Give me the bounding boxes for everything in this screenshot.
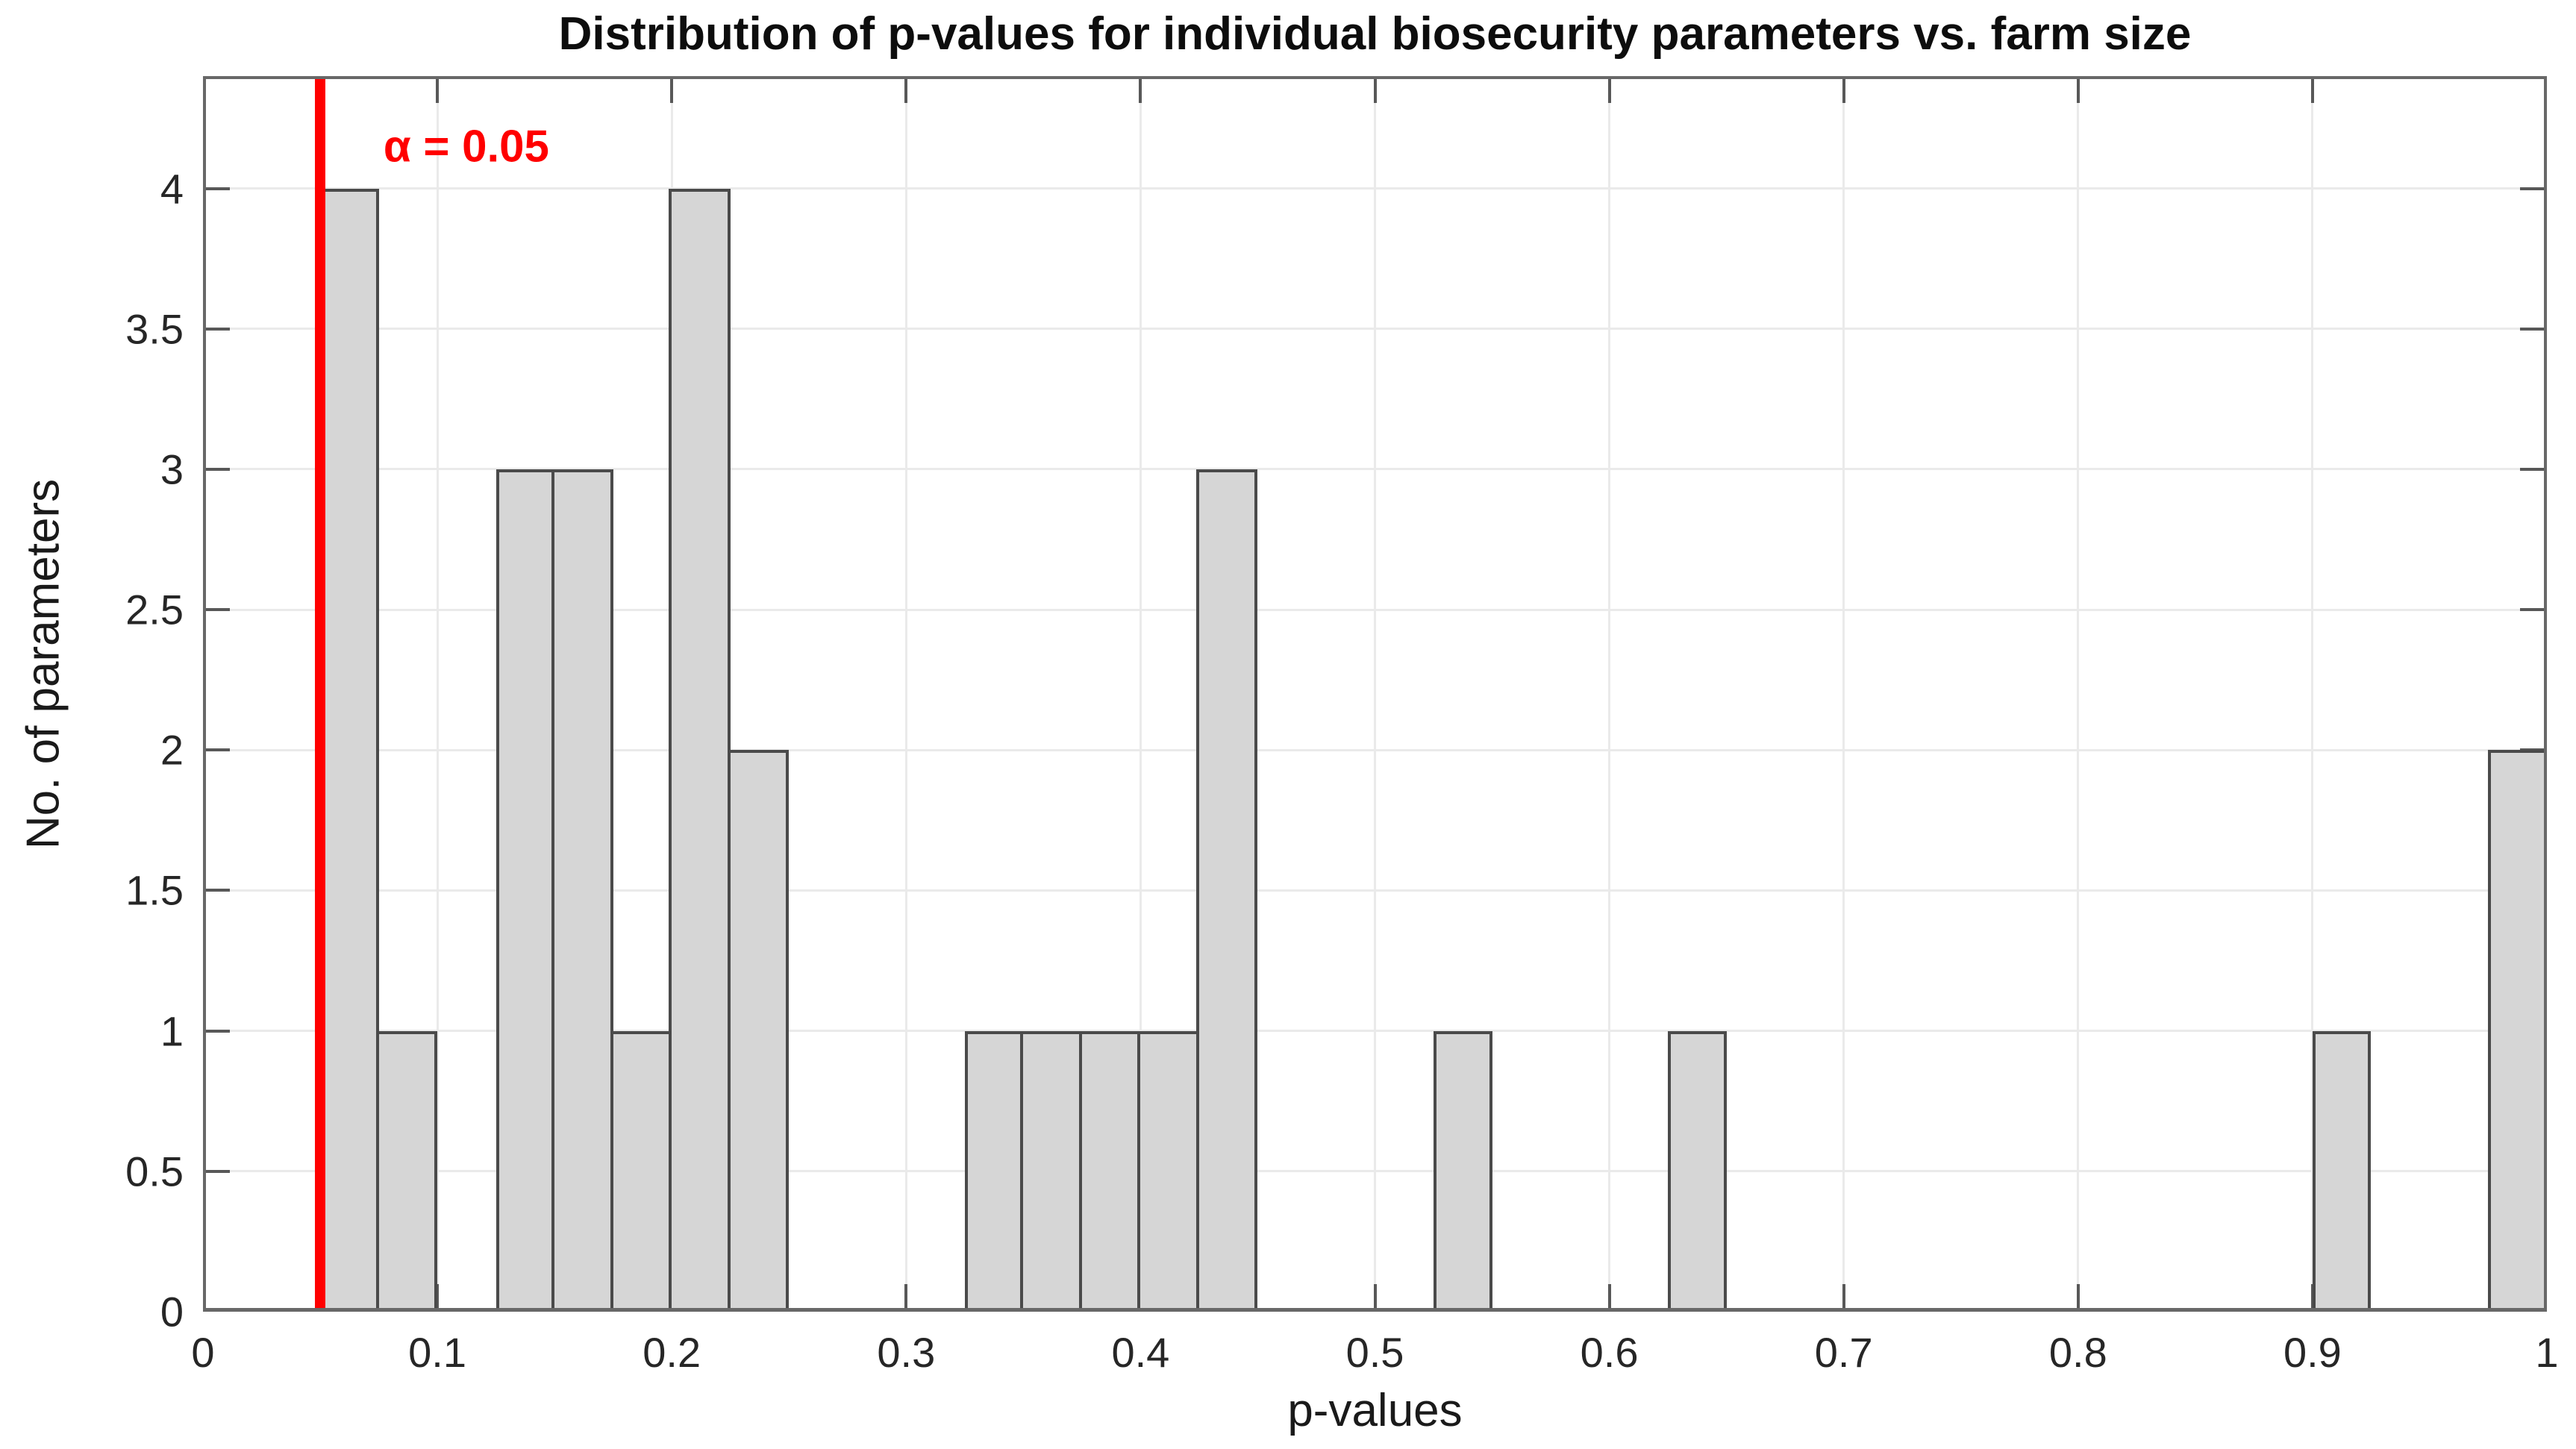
y-axis-tick xyxy=(206,327,230,331)
gridline-horizontal xyxy=(203,748,2547,751)
y-axis-tick xyxy=(206,187,230,190)
alpha-threshold-line xyxy=(315,76,326,1312)
gridline-vertical xyxy=(1842,76,1845,1312)
gridline-vertical xyxy=(2077,76,2080,1312)
x-tick-label: 0.8 xyxy=(2048,1329,2107,1376)
x-tick-label: 0 xyxy=(191,1329,215,1376)
grid-layer xyxy=(203,76,2547,1312)
x-axis-tick xyxy=(1607,1284,1611,1308)
x-axis-tick xyxy=(436,1284,440,1308)
y-tick-label: 3.5 xyxy=(125,305,184,353)
y-axis-tick xyxy=(206,1029,230,1033)
y-tick-label: 1.5 xyxy=(125,866,184,914)
y-tick-label: 4 xyxy=(160,165,184,213)
x-axis-tick xyxy=(904,1284,908,1308)
x-tick-label: 0.9 xyxy=(2283,1329,2342,1376)
y-tick-label: 1 xyxy=(160,1007,184,1055)
alpha-label: α = 0.05 xyxy=(383,121,549,172)
x-axis-top-tick xyxy=(2076,79,2080,103)
y-axis-tick xyxy=(206,748,230,752)
x-axis-top-tick xyxy=(436,79,440,103)
x-tick-label: 0.1 xyxy=(408,1329,467,1376)
y-axis-right-tick xyxy=(2520,748,2544,752)
histogram-bar xyxy=(375,1030,438,1312)
gridline-horizontal xyxy=(203,608,2547,611)
x-axis-top-tick xyxy=(2310,79,2314,103)
gridline-vertical xyxy=(2311,76,2314,1312)
x-axis-top-tick xyxy=(1607,79,1611,103)
y-tick-label: 2 xyxy=(160,726,184,774)
gridline-horizontal xyxy=(203,889,2547,892)
y-axis-tick xyxy=(206,1169,230,1173)
gridline-horizontal xyxy=(203,328,2547,331)
x-axis-tick xyxy=(1373,1284,1377,1308)
y-axis-right-tick xyxy=(2520,187,2544,190)
histogram-bar xyxy=(551,469,613,1312)
histogram-bar xyxy=(2312,1030,2372,1312)
histogram-bar xyxy=(2488,750,2547,1312)
x-axis-top-tick xyxy=(670,79,674,103)
x-tick-label: 0.2 xyxy=(643,1329,701,1376)
x-tick-label: 1 xyxy=(2535,1329,2559,1376)
y-tick-label: 0 xyxy=(160,1288,184,1336)
y-tick-label: 0.5 xyxy=(125,1148,184,1195)
x-tick-label: 0.4 xyxy=(1111,1329,1170,1376)
y-axis-right-tick xyxy=(2520,467,2544,471)
y-axis-tick xyxy=(206,889,230,892)
y-tick-label: 2.5 xyxy=(125,586,184,633)
gridline-vertical xyxy=(904,76,907,1312)
gridline-horizontal xyxy=(203,1030,2547,1033)
y-axis-right-tick xyxy=(2520,608,2544,612)
y-axis-tick xyxy=(206,467,230,471)
histogram-bar xyxy=(964,1030,1024,1312)
gridline-vertical xyxy=(436,76,439,1312)
x-axis-tick xyxy=(2076,1284,2080,1308)
x-tick-label: 0.7 xyxy=(1814,1329,1873,1376)
bar-layer xyxy=(203,76,2547,1312)
plot-area: α = 0.05 xyxy=(203,76,2547,1312)
x-axis-top-tick xyxy=(1842,79,1845,103)
gridline-horizontal xyxy=(203,468,2547,471)
histogram-bar xyxy=(727,750,790,1312)
gridline-vertical xyxy=(1374,76,1376,1312)
x-tick-label: 0.5 xyxy=(1345,1329,1404,1376)
y-axis-label: No. of parameters xyxy=(17,478,69,850)
x-axis-label: p-values xyxy=(1287,1385,1463,1436)
y-axis-tick xyxy=(206,608,230,612)
x-axis-top-tick xyxy=(1373,79,1377,103)
histogram-bar xyxy=(669,188,731,1312)
gridline-vertical xyxy=(1139,76,1142,1312)
x-tick-label: 0.6 xyxy=(1580,1329,1639,1376)
gridline-horizontal xyxy=(203,187,2547,190)
y-axis-right-tick xyxy=(2520,327,2544,331)
y-tick-label: 3 xyxy=(160,445,184,493)
histogram-bar xyxy=(1434,1030,1492,1312)
x-axis-top-tick xyxy=(904,79,908,103)
histogram-bar xyxy=(1668,1030,1727,1312)
gridline-vertical xyxy=(1608,76,1611,1312)
chart-title: Distribution of p-values for individual … xyxy=(558,8,2192,60)
x-tick-label: 0.3 xyxy=(877,1329,936,1376)
histogram-bar xyxy=(320,188,379,1312)
x-axis-top-tick xyxy=(1139,79,1142,103)
x-axis-tick xyxy=(1842,1284,1845,1308)
annotation-layer: α = 0.05 xyxy=(203,76,2547,1312)
gridline-horizontal xyxy=(203,1170,2547,1173)
histogram-bar xyxy=(1195,469,1258,1312)
